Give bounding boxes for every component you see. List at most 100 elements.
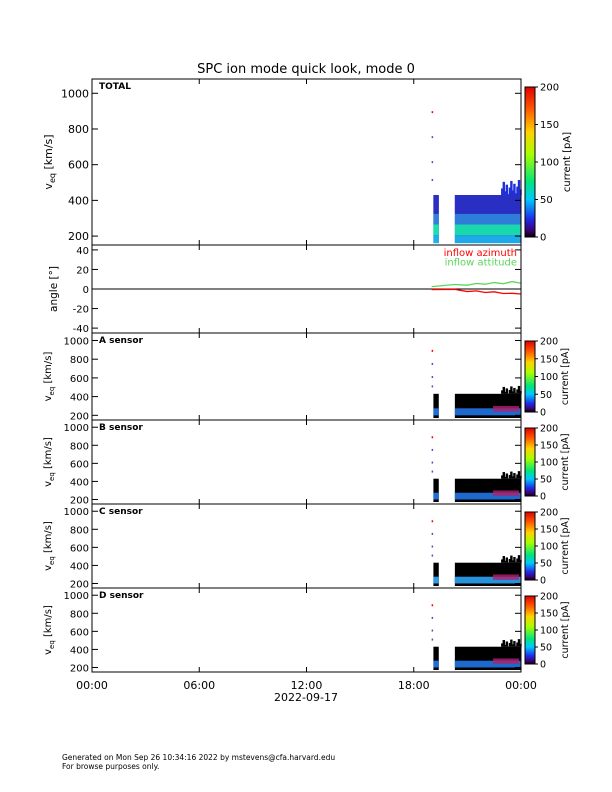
spectrogram-ragged-edge: [502, 556, 505, 563]
spectrogram-ragged-edge: [513, 641, 516, 647]
spectrogram-ragged-edge: [508, 558, 512, 563]
colorbar-tick-label: 200: [540, 424, 558, 435]
spectrogram-ragged-edge: [513, 473, 516, 479]
colorbar-gradient: [524, 595, 536, 665]
isolated-sample: [431, 532, 434, 535]
spectrogram-ragged-edge: [505, 473, 509, 479]
spectrogram-band: [454, 408, 521, 416]
colorbar-tick-label: 100: [540, 158, 559, 169]
spectrogram-strip-band: [433, 492, 439, 500]
colorbar-gradient: [524, 427, 536, 497]
spectrogram-strip-band: [433, 195, 439, 214]
x-tick-label: 06:00: [183, 679, 215, 692]
spectrogram-ragged-edge: [514, 477, 518, 479]
spectrogram-ragged-edge: [505, 557, 509, 563]
y-tick-label: 200: [70, 579, 89, 590]
colorbar-tick-label: 0: [540, 576, 546, 587]
spectrogram-ragged-edge: [511, 476, 515, 479]
colorbar-tick-label: 150: [540, 354, 558, 365]
spectrogram-ragged-edge: [517, 639, 521, 647]
y-tick-label: 1000: [64, 336, 89, 347]
spectrogram-ragged-edge: [501, 188, 504, 196]
colorbar-label: current [pA]: [562, 132, 573, 192]
colorbar-tick-label: 0: [540, 492, 546, 503]
y-axis-label: veq [km/s]: [43, 437, 56, 487]
isolated-sample: [431, 616, 434, 619]
spectrogram-ragged-edge: [517, 385, 521, 394]
legend-entry: inflow azimuth: [444, 248, 517, 259]
y-tick-label: 600: [68, 159, 89, 172]
panel-label: B sensor: [99, 423, 143, 433]
isolated-sample: [431, 136, 434, 139]
y-tick-label: 1000: [64, 591, 89, 602]
spectrogram-ragged-edge: [501, 559, 504, 563]
spectrogram-strip: [433, 646, 439, 670]
spectrogram-ragged-edge: [507, 194, 510, 196]
y-tick-label: 400: [70, 477, 89, 488]
spectrogram-ragged-edge: [504, 391, 507, 394]
spectrogram-band: [454, 213, 521, 225]
y-tick-label: -20: [73, 305, 89, 316]
y-axis-label: veq [km/s]: [42, 134, 57, 189]
spectrogram-ragged-edge: [510, 386, 513, 394]
y-tick-label: 200: [68, 230, 89, 243]
spectrogram-ragged-edge: [510, 471, 513, 479]
isolated-sample: [431, 604, 434, 607]
colorbar-tick-label: 150: [540, 525, 558, 536]
y-tick-label: 600: [70, 374, 89, 385]
spectrogram-ragged-edge: [510, 555, 513, 563]
isolated-sample: [431, 385, 434, 388]
spectrogram-ragged-edge: [502, 181, 505, 196]
y-tick-label: 800: [70, 441, 89, 452]
spectrogram-ragged-edge: [511, 391, 515, 394]
isolated-sample: [431, 362, 434, 365]
colorbar-tick-label: 100: [540, 626, 558, 637]
colorbar-tick-label: 50: [540, 559, 552, 570]
isolated-sample: [431, 520, 434, 523]
colorbar-gradient: [524, 86, 536, 238]
colorbar-tick-label: 200: [540, 508, 558, 519]
spectrogram-strip-band: [433, 576, 439, 584]
spectrogram-ragged-edge: [516, 389, 519, 394]
spectrogram-band: [454, 660, 521, 668]
spectrogram-ragged-edge: [517, 555, 521, 563]
colorbar-label: current [pA]: [560, 433, 571, 490]
panel-label: TOTAL: [99, 82, 131, 92]
x-tick-label: 12:00: [291, 679, 323, 692]
colorbar-label: current [pA]: [560, 348, 571, 405]
y-tick-label: 800: [70, 525, 89, 536]
spectrogram-ragged-edge: [502, 640, 505, 647]
isolated-sample: [431, 470, 434, 473]
y-tick-label: 1000: [61, 87, 89, 100]
footer-generated-line: Generated on Mon Sep 26 10:34:16 2022 by…: [62, 753, 336, 762]
colorbar-tick-label: 50: [540, 643, 552, 654]
spectrogram-strip: [433, 478, 439, 502]
y-tick-label: 0: [83, 285, 89, 296]
spectrogram-ragged-edge: [514, 193, 518, 196]
y-tick-label: 200: [70, 495, 89, 506]
colorbar-tick-label: 50: [540, 390, 552, 401]
x-tick-label: 00:00: [76, 679, 108, 692]
spectrogram-hot-band: [493, 658, 519, 664]
colorbar-tick-label: 200: [540, 337, 558, 348]
chart-title: SPC ion mode quick look, mode 0: [197, 62, 415, 77]
x-tick-label: 18:00: [398, 679, 430, 692]
y-tick-label: 400: [70, 393, 89, 404]
spectrogram-ragged-edge: [504, 191, 507, 196]
isolated-sample: [431, 629, 434, 632]
spectrogram-ragged-edge: [502, 386, 505, 394]
legend-entry: inflow attitude: [445, 258, 517, 269]
spectrogram-ragged-edge: [501, 475, 504, 479]
spectrogram-strip: [433, 562, 439, 586]
x-axis: 00:00 06:00 12:00 18:00 00:00: [76, 679, 537, 692]
spectrogram-band: [454, 224, 521, 236]
spectrogram-ragged-edge: [502, 472, 505, 479]
spectrogram-strip-band: [433, 224, 439, 236]
y-tick-label: -40: [73, 324, 89, 335]
